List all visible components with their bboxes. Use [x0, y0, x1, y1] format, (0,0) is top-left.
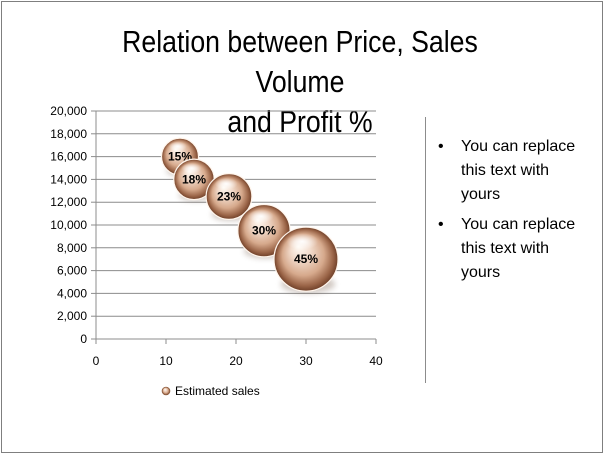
content-divider [425, 117, 426, 383]
bullet-text-1: You can replace this text with yours [461, 138, 576, 203]
bubble-data-label: 30% [252, 224, 276, 238]
y-tick-label: 16,000 [50, 150, 87, 164]
y-tick-label: 10,000 [50, 218, 87, 232]
y-tick-label: 14,000 [50, 172, 87, 186]
bullet-dot-icon: • [438, 138, 444, 155]
y-tick-label: 20,000 [50, 104, 87, 118]
axes: 0 2,000 4,000 6,000 8,000 10,000 12,000 14,000 1… [50, 104, 383, 368]
x-tick-label: 0 [93, 354, 100, 368]
legend-label: Estimated sales [175, 384, 260, 398]
x-tick-label: 40 [369, 354, 383, 368]
bubble-data-label: 23% [217, 190, 241, 204]
y-tick-label: 2,000 [57, 309, 87, 323]
bubble-highlight [168, 141, 188, 152]
bullet-item-2: • You can replace this text with yours [436, 213, 586, 285]
title-line-2: and Profit % [227, 104, 373, 139]
y-tick-label: 6,000 [57, 264, 87, 278]
y-tick-label: 4,000 [57, 286, 87, 300]
bubble-highlight [286, 233, 319, 250]
bubble-point: 23% [205, 173, 253, 221]
y-tick-label: 12,000 [50, 195, 87, 209]
x-tick-label: 20 [229, 354, 243, 368]
bullet-item-1: • You can replace this text with yours [436, 135, 586, 207]
bubble-data-label: 18% [182, 172, 206, 186]
bubble-highlight [214, 177, 238, 190]
bubbles: 15%18%23%30%45% [160, 137, 339, 294]
bullet-list: • You can replace this text with yours • Y… [436, 135, 586, 291]
bubble-highlight [247, 209, 274, 224]
legend-marker [161, 386, 171, 396]
x-tick-label: 30 [299, 354, 313, 368]
bubble-data-label: 45% [294, 252, 318, 266]
bubble-point: 45% [273, 226, 339, 294]
chart-title: Relation between Price, Sales Volume and… [76, 22, 523, 142]
bullet-text-2: You can replace this text with yours [461, 216, 576, 281]
bubble-point: 18% [173, 158, 215, 201]
y-tick-label: 0 [80, 332, 87, 346]
bullet-dot-icon: • [438, 216, 444, 233]
bubble-highlight [181, 163, 202, 174]
y-tick-label: 18,000 [50, 127, 87, 141]
legend: Estimated sales [161, 384, 260, 398]
title-line-1: Relation between Price, Sales Volume [122, 24, 478, 99]
gridlines [96, 110, 376, 340]
x-tick-label: 10 [159, 354, 173, 368]
y-tick-label: 8,000 [57, 241, 87, 255]
